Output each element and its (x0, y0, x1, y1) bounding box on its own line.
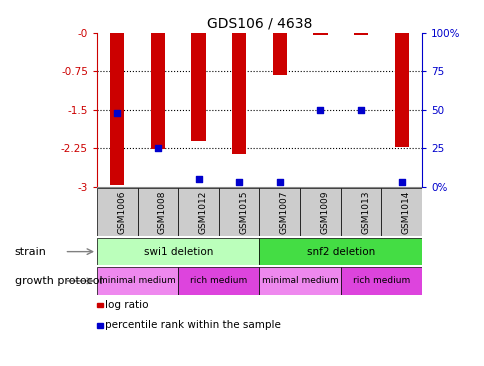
Bar (340, 267, 421, 295)
Bar (259, 188, 300, 236)
Bar (151, 33, 165, 149)
Text: percentile rank within the sample: percentile rank within the sample (105, 320, 281, 330)
Bar (191, 33, 205, 141)
Bar (353, 33, 367, 35)
Text: rich medium: rich medium (190, 276, 247, 285)
Title: GDS106 / 4638: GDS106 / 4638 (206, 16, 312, 30)
Text: GSM1015: GSM1015 (239, 191, 248, 234)
Text: minimal medium: minimal medium (99, 276, 176, 285)
Point (194, 176, 202, 182)
Bar (97, 267, 178, 295)
Bar (97, 238, 259, 265)
Bar (259, 238, 421, 265)
Bar (110, 33, 124, 185)
Bar (272, 33, 287, 75)
Text: GSM1012: GSM1012 (198, 191, 207, 234)
Point (275, 179, 283, 185)
Bar (137, 188, 178, 236)
Bar (178, 188, 218, 236)
Text: GSM1008: GSM1008 (158, 191, 166, 234)
Text: GSM1014: GSM1014 (401, 191, 410, 234)
Point (316, 107, 324, 113)
Text: GSM1006: GSM1006 (117, 191, 126, 234)
Text: growth protocol: growth protocol (15, 276, 102, 286)
Text: GSM1013: GSM1013 (360, 191, 369, 234)
Bar (380, 188, 421, 236)
Text: log ratio: log ratio (105, 300, 149, 310)
Bar (97, 188, 137, 236)
Bar (231, 33, 246, 154)
Bar (259, 267, 340, 295)
Point (113, 110, 121, 116)
Text: minimal medium: minimal medium (261, 276, 338, 285)
Bar (218, 188, 259, 236)
Bar (313, 33, 327, 35)
Point (235, 179, 242, 185)
Bar (393, 33, 408, 147)
Point (397, 179, 405, 185)
Text: GSM1009: GSM1009 (320, 191, 329, 234)
Text: rich medium: rich medium (352, 276, 409, 285)
Text: GSM1007: GSM1007 (279, 191, 288, 234)
Point (154, 145, 162, 151)
Bar (300, 188, 340, 236)
Bar (340, 188, 380, 236)
Text: snf2 deletion: snf2 deletion (306, 247, 374, 257)
Bar (178, 267, 259, 295)
Point (356, 107, 364, 113)
Text: strain: strain (15, 247, 46, 257)
Text: swi1 deletion: swi1 deletion (143, 247, 212, 257)
